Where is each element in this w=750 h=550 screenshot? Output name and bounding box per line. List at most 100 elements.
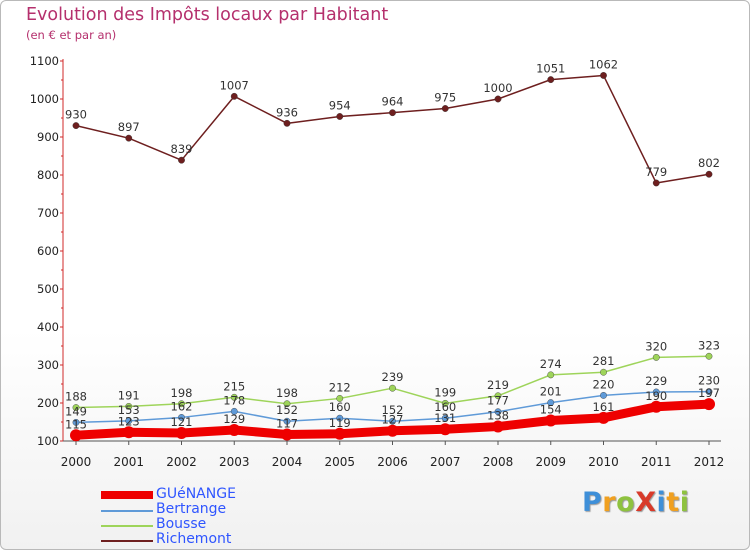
data-point	[544, 414, 557, 427]
x-tick-label: 2006	[377, 455, 408, 469]
data-label: 160	[434, 400, 456, 414]
data-label: 190	[645, 389, 667, 403]
data-point	[652, 353, 660, 361]
data-label: 198	[276, 386, 298, 400]
data-point	[494, 95, 502, 103]
data-label: 138	[487, 409, 509, 423]
data-point	[600, 368, 607, 376]
logo-letter: P	[582, 487, 603, 518]
data-label: 802	[698, 156, 720, 170]
data-label: 897	[118, 120, 140, 134]
data-label: 115	[65, 417, 87, 431]
data-label: 1051	[536, 62, 565, 76]
data-point	[125, 134, 133, 142]
y-tick-label: 800	[37, 168, 59, 182]
data-point	[281, 428, 293, 441]
data-point	[72, 418, 80, 426]
data-point	[178, 414, 185, 421]
data-label: 188	[65, 390, 87, 404]
data-label: 198	[171, 386, 193, 400]
data-label: 152	[382, 403, 404, 417]
data-point	[72, 404, 80, 411]
data-point	[178, 400, 185, 408]
x-tick-label: 2004	[272, 455, 303, 469]
data-label: 215	[223, 379, 245, 393]
data-point	[125, 403, 133, 410]
data-point	[705, 388, 713, 395]
data-label: 177	[487, 394, 509, 408]
legend-item-bertrange: Bertrange	[101, 501, 361, 518]
x-tick-label: 2009	[535, 455, 566, 469]
data-point	[389, 417, 396, 425]
chart-subtitle: (en € et par an)	[26, 28, 117, 42]
data-point	[441, 414, 449, 422]
data-label: 161	[593, 400, 615, 414]
logo-letter: r	[602, 487, 617, 518]
legend-label-bertrange: Bertrange	[156, 501, 227, 517]
logo-letter: i	[656, 487, 667, 518]
data-label: 320	[645, 339, 667, 353]
data-point	[283, 417, 291, 425]
data-label: 119	[329, 416, 351, 430]
data-point	[494, 392, 502, 400]
data-point	[441, 399, 449, 407]
data-label: 230	[698, 374, 720, 388]
y-tick-label: 1100	[30, 54, 59, 68]
data-label: 779	[645, 165, 667, 179]
data-point	[439, 423, 452, 436]
x-tick-label: 2007	[430, 455, 461, 469]
data-label: 281	[593, 354, 615, 368]
y-tick-label: 900	[37, 130, 59, 144]
data-point	[125, 417, 133, 425]
x-tick-label: 2000	[61, 455, 92, 469]
legend-label-richemont: Richemont	[156, 531, 232, 547]
data-label: 153	[118, 403, 140, 417]
data-label: 149	[65, 404, 87, 418]
data-label: 1000	[483, 81, 512, 95]
data-label: 131	[434, 411, 456, 425]
data-label: 152	[276, 403, 298, 417]
data-point	[228, 423, 241, 436]
legend-item-bousse: Bousse	[101, 516, 361, 533]
x-tick-label: 2003	[219, 455, 250, 469]
legend-swatch-bertrange	[101, 510, 153, 512]
data-point	[650, 400, 663, 413]
data-point	[283, 400, 291, 408]
data-label: 212	[329, 380, 351, 394]
data-point	[389, 109, 396, 117]
data-point	[386, 424, 399, 437]
data-point	[333, 427, 346, 440]
data-label: 160	[329, 400, 351, 414]
data-label: 178	[223, 393, 245, 407]
legend-swatch-guenange	[101, 491, 153, 499]
logo-letter: i	[679, 487, 690, 518]
legend-label-guenange: GUéNANGE	[156, 486, 236, 502]
data-point	[441, 105, 449, 112]
x-tick-label: 2008	[483, 455, 514, 469]
data-label: 220	[593, 377, 615, 391]
x-tick-label: 2002	[166, 455, 197, 469]
data-label: 117	[276, 417, 298, 431]
legend-item-guenange: GUéNANGE	[101, 486, 361, 503]
data-label: 127	[382, 413, 404, 427]
data-label: 323	[698, 338, 720, 352]
data-point	[230, 92, 238, 100]
data-label: 123	[118, 414, 140, 428]
data-point	[705, 352, 713, 360]
y-tick-label: 1000	[30, 92, 59, 106]
data-label: 930	[65, 108, 87, 122]
data-label: 229	[645, 374, 667, 388]
data-label: 975	[434, 91, 456, 105]
data-label: 239	[382, 370, 404, 384]
data-point	[336, 414, 344, 422]
y-tick-label: 700	[37, 206, 59, 220]
x-tick-label: 2001	[113, 455, 144, 469]
legend-swatch-bousse	[101, 525, 153, 527]
data-point	[178, 156, 185, 164]
data-label: 129	[223, 412, 245, 426]
data-point	[652, 179, 660, 187]
data-point	[600, 72, 607, 79]
data-label: 154	[540, 402, 562, 416]
proxiti-logo: ProXiti	[582, 487, 689, 518]
data-point	[122, 426, 135, 439]
